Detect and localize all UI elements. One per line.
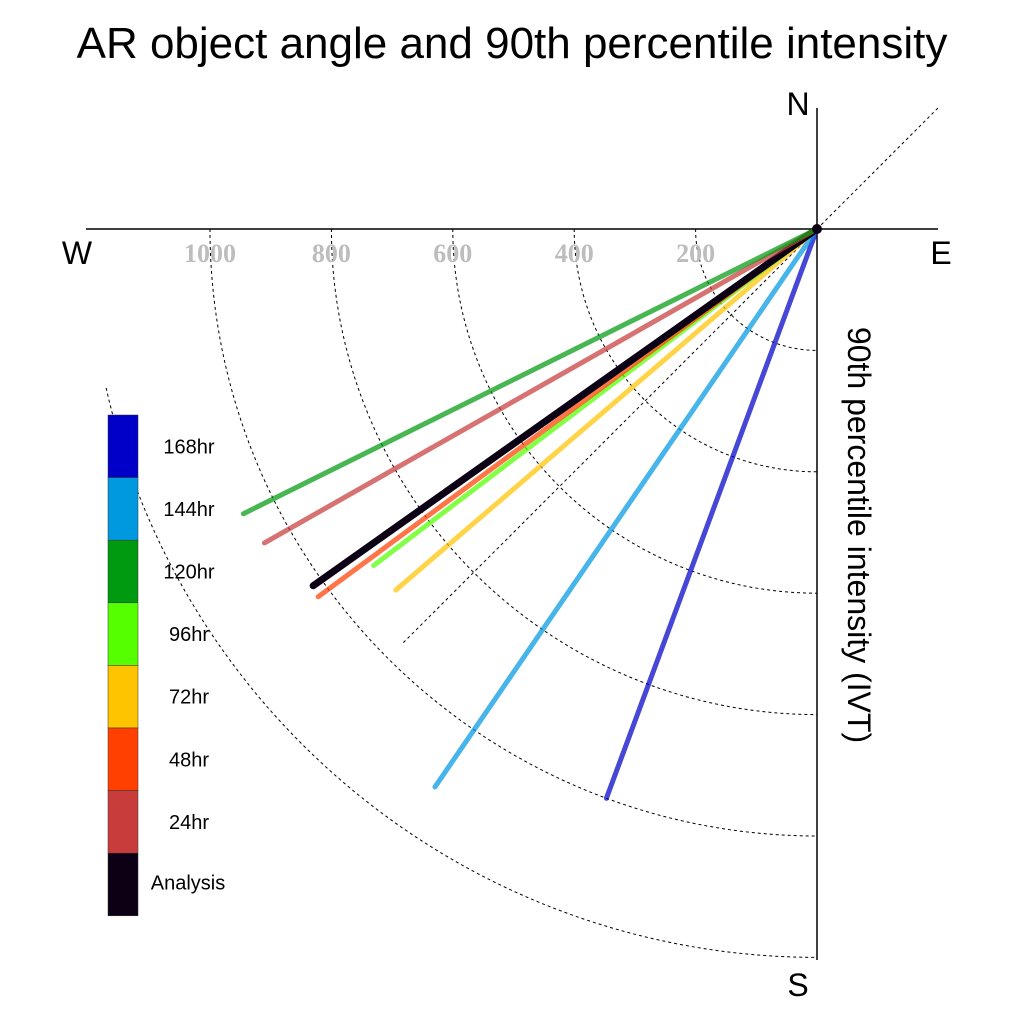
radial-rings xyxy=(105,228,818,958)
radial-tick-label-200: 200 xyxy=(676,239,715,268)
legend-swatch-168hr xyxy=(107,414,139,478)
radial-tick-label-1000: 1000 xyxy=(184,239,236,268)
series-lines xyxy=(240,225,821,801)
series-line-72hr xyxy=(393,226,820,593)
legend-swatch-72hr xyxy=(107,665,139,729)
radial-tick-label-600: 600 xyxy=(433,239,472,268)
y-axis-label: 90th percentile intensity (IVT) xyxy=(841,327,877,743)
series-line-120hr xyxy=(240,226,820,517)
legend-label-144hr: 144hr xyxy=(163,499,214,521)
series-line-24hr xyxy=(261,226,820,546)
legend-swatch-48hr xyxy=(107,727,139,791)
series-line-168hr xyxy=(603,226,820,801)
legend-swatch-analysis xyxy=(107,852,139,917)
chart-title: AR object angle and 90th percentile inte… xyxy=(77,19,948,68)
radial-ring-600 xyxy=(452,228,818,594)
legend: 168hr 144hr 120hr 96hr 72hr 48hr 24hr Analysis xyxy=(107,414,225,917)
compass-west: W xyxy=(62,235,93,271)
legend-swatch-144hr xyxy=(107,477,139,541)
legend-label-48hr: 48hr xyxy=(169,749,209,771)
series-line-144hr xyxy=(432,226,820,790)
compass-north: N xyxy=(786,86,809,122)
legend-label-96hr: 96hr xyxy=(169,624,209,646)
legend-label-72hr: 72hr xyxy=(169,687,209,709)
radial-ring-200 xyxy=(695,228,818,351)
series-line-analysis xyxy=(309,225,821,590)
legend-label-24hr: 24hr xyxy=(169,812,209,834)
radial-tick-label-800: 800 xyxy=(312,239,351,268)
legend-swatch-96hr xyxy=(107,602,139,666)
legend-swatch-24hr xyxy=(107,790,139,854)
radial-tick-labels: 200 400 600 800 1000 xyxy=(184,239,715,268)
legend-label-analysis: Analysis xyxy=(151,873,225,895)
compass-east: E xyxy=(930,235,951,271)
legend-label-120hr: 120hr xyxy=(163,562,214,584)
radial-ring-400 xyxy=(573,228,818,473)
origin-point xyxy=(812,224,822,234)
compass-south: S xyxy=(787,967,808,1003)
radial-ring-1000 xyxy=(209,228,818,837)
ne-diagonal-guide xyxy=(816,105,941,230)
sw-diagonal-guide xyxy=(401,228,818,645)
legend-label-168hr: 168hr xyxy=(163,436,214,458)
radial-ring-800 xyxy=(330,228,818,716)
radial-tick-label-400: 400 xyxy=(555,239,594,268)
legend-swatch-120hr xyxy=(107,539,139,604)
radial-ring-outer xyxy=(105,387,818,958)
